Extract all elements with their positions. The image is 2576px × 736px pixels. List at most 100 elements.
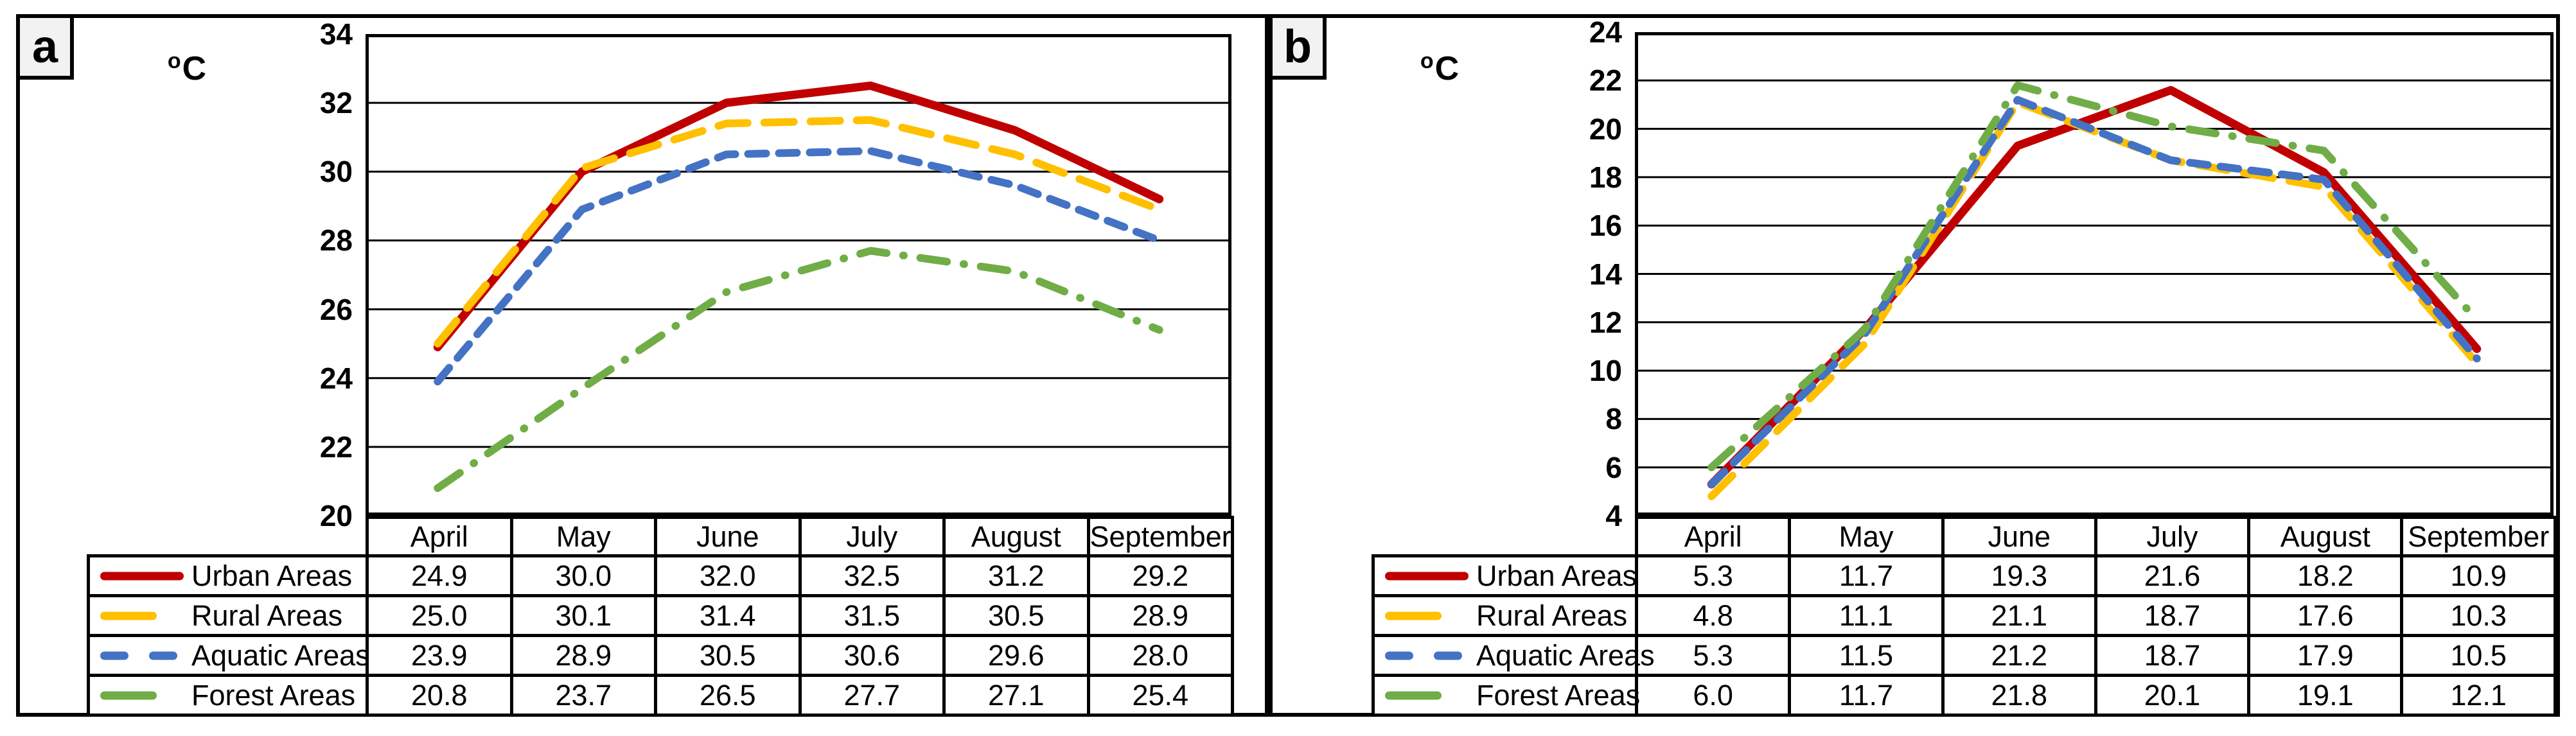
line-chart (1635, 32, 2554, 516)
value-cell: 30.5 (654, 634, 802, 677)
value-cell: 11.1 (1788, 594, 1945, 637)
series-line-urban-areas (1707, 85, 2482, 489)
y-axis-tick-label: 18 (1589, 160, 1622, 194)
legend-dash (1385, 651, 1413, 660)
legend-header-spacer (1373, 518, 1637, 556)
value-cell: 30.0 (509, 554, 657, 597)
table-row: Forest Areas 20.8 23.7 26.5 27.7 27.1 25.4 (87, 674, 1234, 717)
legend-cell: Rural Areas (1372, 594, 1638, 637)
legend-header-spacer (89, 518, 367, 556)
month-header-row: April May June July August September (1373, 516, 2557, 557)
value-cell: 31.2 (942, 554, 1090, 597)
legend-label: Urban Areas (1476, 559, 1637, 592)
legend-label: Aquatic Areas (1476, 638, 1655, 672)
legend-cell: Urban Areas (87, 554, 369, 597)
legend-dash (100, 651, 128, 660)
value-cell: 4.8 (1634, 594, 1792, 637)
value-cell: 21.8 (1941, 674, 2097, 717)
month-header: June (1941, 516, 2097, 557)
y-axis-tick-label: 22 (319, 430, 353, 464)
unit-letter: C (1434, 50, 1460, 87)
value-cell: 21.1 (1941, 594, 2097, 637)
legend-dash (1434, 651, 1462, 660)
series-line-forest-areas (1707, 81, 2481, 471)
month-header: April (1634, 516, 1792, 557)
table-row: Aquatic Areas 23.9 28.9 30.5 30.6 29.6 28.0 (87, 634, 1234, 677)
value-cell: 18.7 (2094, 594, 2251, 637)
value-cell: 30.1 (509, 594, 657, 637)
line-chart (366, 34, 1231, 516)
y-axis-tick-label: 28 (319, 223, 353, 258)
month-header: July (2094, 516, 2251, 557)
legend-cell: Aquatic Areas (1372, 634, 1655, 677)
value-cell: 21.6 (2094, 554, 2251, 597)
value-cell: 21.2 (1941, 634, 2097, 677)
month-header: April (366, 516, 513, 557)
y-axis-tick-label: 6 (1605, 450, 1622, 484)
legend-label: Forest Areas (191, 678, 356, 712)
value-cell: 19.3 (1941, 554, 2097, 597)
legend-dash (1385, 691, 1442, 699)
value-cell: 11.7 (1788, 674, 1945, 717)
y-axis-tick-label: 14 (1589, 257, 1622, 291)
value-cell: 28.0 (1086, 634, 1234, 677)
table-row: Forest Areas 6.0 11.7 21.8 20.1 19.1 12.1 (1372, 674, 2557, 717)
y-axis-tick-label: 16 (1589, 209, 1622, 243)
table-row: Aquatic Areas 5.3 11.5 21.2 18.7 17.9 10.5 (1372, 634, 2557, 677)
legend-line-sample (1385, 651, 1462, 660)
value-cell: 29.6 (942, 634, 1090, 677)
legend-cell: Rural Areas (87, 594, 369, 637)
y-axis-tick-label: 24 (319, 361, 353, 395)
legend-line-sample (100, 611, 157, 620)
legend-dash (100, 691, 157, 699)
y-axis-tick-label: 30 (319, 155, 353, 189)
plot-border (366, 34, 1231, 516)
value-cell: 17.9 (2247, 634, 2404, 677)
legend-label: Aquatic Areas (191, 638, 370, 672)
value-cell: 25.4 (1086, 674, 1234, 717)
table-row: Urban Areas 5.3 11.7 19.3 21.6 18.2 10.9 (1372, 554, 2557, 597)
y-axis-tick-label: 22 (1589, 64, 1622, 98)
month-header: June (654, 516, 802, 557)
month-header: September (1086, 516, 1234, 557)
table-row: Urban Areas 24.9 30.0 32.0 32.5 31.2 29.2 (87, 554, 1234, 597)
panel-label-box: a (16, 14, 74, 80)
value-cell: 31.5 (798, 594, 946, 637)
data-table: April May June July August September Urban Are… (1372, 516, 2557, 717)
legend-label: Rural Areas (1476, 599, 1628, 632)
legend-cell: Forest Areas (1372, 674, 1640, 717)
month-header: July (798, 516, 946, 557)
y-axis-tick-label: 32 (319, 86, 353, 120)
legend-line-sample (100, 691, 157, 699)
data-table: April May June July August September Urban Are… (87, 516, 1234, 717)
value-cell: 11.5 (1788, 634, 1945, 677)
y-axis-tick-label: 10 (1589, 354, 1622, 388)
value-cell: 27.7 (798, 674, 946, 717)
value-cell: 12.1 (2400, 674, 2557, 717)
legend-line-sample (1385, 572, 1469, 580)
value-cell: 24.9 (366, 554, 513, 597)
series-line-rural-areas (1707, 98, 2481, 500)
y-axis-unit-label: oC (1369, 49, 1510, 88)
y-axis-tick-label: 34 (319, 17, 353, 51)
value-cell: 10.9 (2400, 554, 2557, 597)
panel-a: a oC 34 32 30 28 26 24 22 20 April May June July Au… (16, 14, 1269, 717)
value-cell: 5.3 (1634, 634, 1792, 677)
legend-solid-line (1385, 572, 1469, 580)
month-header-row: April May June July August September (89, 516, 1234, 557)
legend-line-sample (1385, 611, 1442, 620)
month-header: August (2247, 516, 2404, 557)
legend-solid-line (100, 572, 184, 580)
month-header: May (509, 516, 657, 557)
value-cell: 20.8 (366, 674, 513, 717)
series-line-rural-areas (434, 116, 1163, 348)
y-axis-tick-label: 8 (1605, 402, 1622, 436)
table-row: Rural Areas 4.8 11.1 21.1 18.7 17.6 10.3 (1372, 594, 2557, 637)
value-cell: 25.0 (366, 594, 513, 637)
value-cell: 28.9 (509, 634, 657, 677)
legend-line-sample (100, 651, 177, 660)
y-axis-tick-label: 12 (1589, 305, 1622, 339)
value-cell: 27.1 (942, 674, 1090, 717)
series-line-forest-areas (434, 247, 1163, 493)
